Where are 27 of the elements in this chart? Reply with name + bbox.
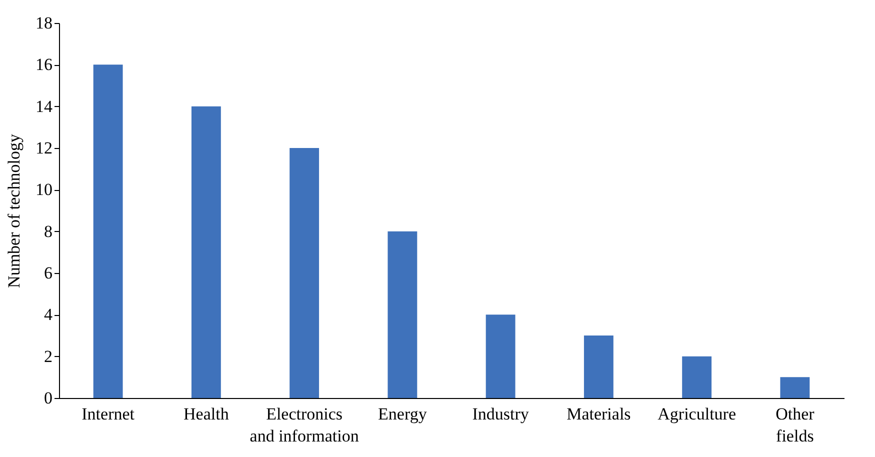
x-tick-label: Other fields [776, 404, 815, 446]
y-tick-label: 12 [36, 138, 52, 158]
y-tick-label: 8 [44, 222, 52, 241]
bar [780, 377, 810, 398]
x-tick-label: Electronics and information [250, 404, 360, 446]
bar [584, 336, 614, 398]
y-tick-label: 14 [36, 96, 53, 116]
x-tick-label: Health [184, 404, 230, 424]
x-tick-label: Agriculture [658, 404, 736, 424]
bar [682, 356, 712, 398]
x-tick-label: Industry [472, 404, 530, 424]
y-tick-label: 10 [36, 180, 52, 200]
x-tick-label: Internet [82, 404, 135, 424]
bar [290, 148, 320, 398]
y-tick-label: 18 [36, 14, 52, 32]
y-tick-label: 6 [44, 264, 52, 282]
y-tick-label: 4 [44, 305, 53, 324]
bar [388, 231, 418, 398]
y-axis-title: Number of technology [4, 134, 24, 288]
x-tick-label: Materials [566, 404, 631, 424]
bar [93, 64, 123, 398]
x-tick-label: Energy [378, 404, 428, 424]
bar [191, 106, 221, 398]
y-tick-label: 16 [36, 55, 52, 74]
bar [486, 314, 516, 398]
y-tick-label: 0 [44, 388, 52, 408]
y-tick-label: 2 [44, 346, 52, 366]
